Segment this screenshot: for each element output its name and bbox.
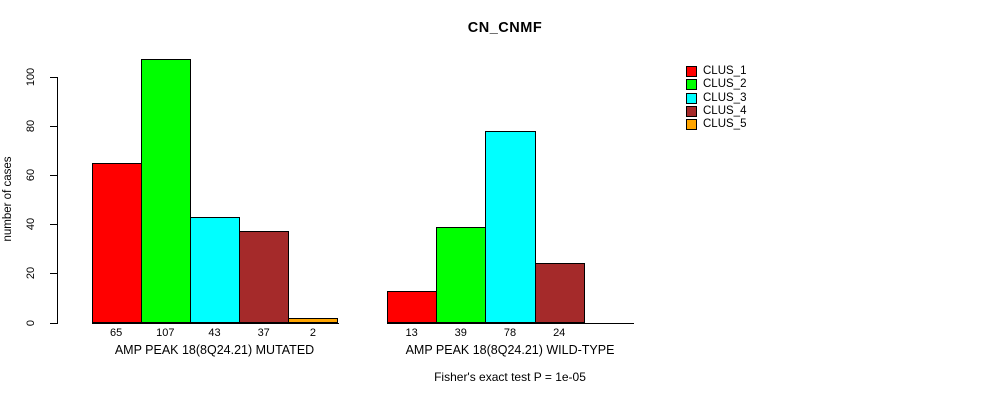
legend-label: CLUS_2 [703,78,747,91]
bar-value-label: 107 [156,326,175,339]
y-tick-label: 20 [25,267,37,280]
y-tick-label: 80 [25,119,37,132]
bar-clus_2 [140,59,191,324]
y-tick [50,76,57,78]
y-tick [50,224,57,226]
y-axis-label: number of cases [2,156,14,242]
bar-value-label: 2 [309,326,316,339]
legend-swatch-clus_5 [686,119,697,131]
legend-label: CLUS_1 [703,65,747,77]
legend-swatch-clus_3 [686,92,697,104]
bar-clus_3 [485,130,536,324]
bar-value-label: 24 [553,326,566,339]
y-tick [50,174,57,176]
legend-swatch-clus_4 [686,105,697,117]
y-tick [50,322,57,324]
legend-swatch-clus_2 [686,79,697,91]
bar-clus_5 [288,317,339,324]
y-tick-label: 40 [25,217,37,231]
bar-clus_1 [91,162,142,324]
y-axis-line [57,76,58,324]
y-tick [50,273,57,275]
bar-value-label: 65 [109,326,123,339]
fisher-test-annotation: Fisher's exact test P = 1e-05 [434,370,586,384]
bar-clus_4 [534,263,585,324]
bar-clus_2 [436,226,487,324]
y-tick-label: 0 [25,319,37,326]
bar-clus_1 [387,290,438,324]
legend-label: CLUS_5 [703,118,747,131]
legend-label: CLUS_3 [703,91,747,104]
legend-label: CLUS_4 [703,104,747,117]
legend-swatch-clus_1 [686,66,697,77]
group-label: AMP PEAK 18(8Q24.21) MUTATED [114,343,315,357]
bar-value-label: 43 [208,326,221,339]
bar-clus_3 [189,216,241,324]
bar-value-label: 78 [503,326,517,339]
bar-value-label: 13 [405,326,418,339]
bar-value-label: 39 [454,326,467,339]
bar-clus_4 [239,231,290,324]
y-tick-label: 100 [25,67,37,86]
y-tick-label: 60 [25,168,37,182]
y-tick [50,125,57,127]
group-label: AMP PEAK 18(8Q24.21) WILD-TYPE [405,343,615,357]
chart-title: CN_CNMF [467,20,543,36]
bar-value-label: 37 [257,326,270,339]
